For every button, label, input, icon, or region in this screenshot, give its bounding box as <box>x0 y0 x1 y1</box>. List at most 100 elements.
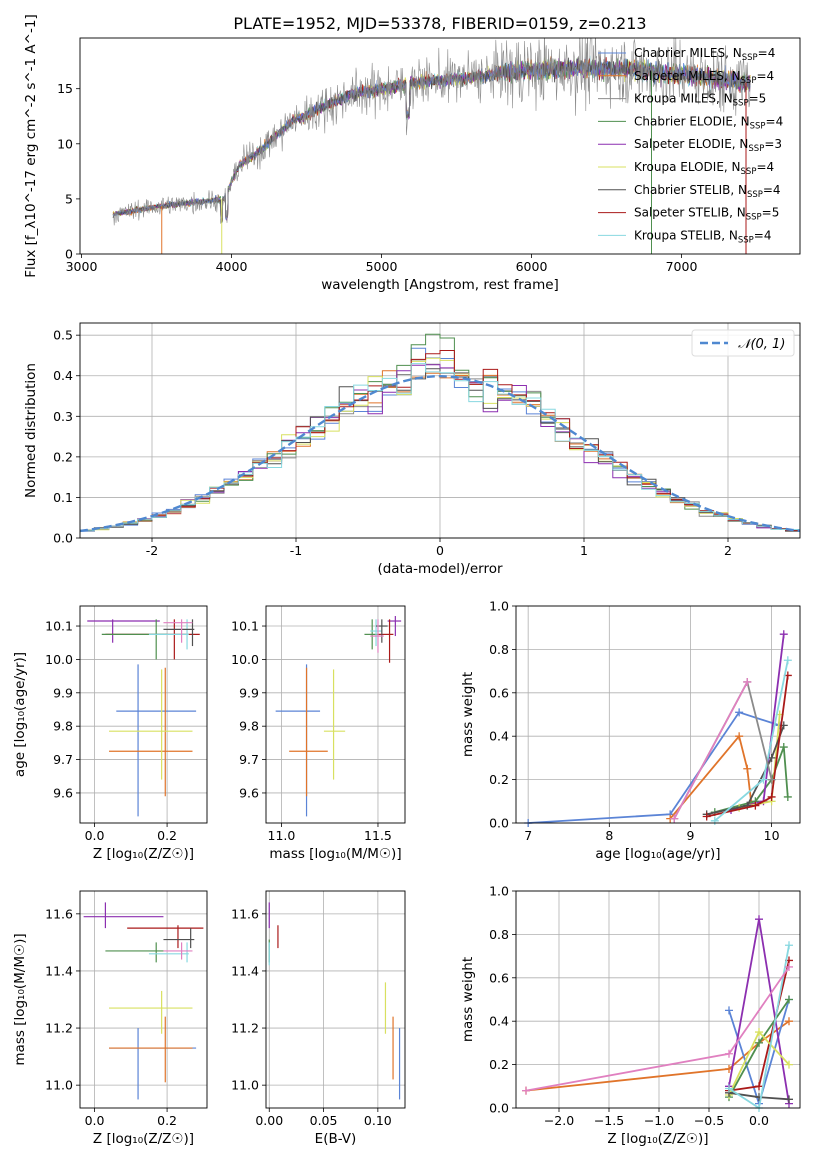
weight-marker <box>779 743 788 752</box>
residual-legend: 𝒩(0, 1) <box>691 329 795 357</box>
y-tick-label: 9.6 <box>53 785 73 800</box>
weight-marker <box>759 775 768 784</box>
y-tick-label: 11.4 <box>45 963 73 978</box>
x-tick-label: 0.00 <box>255 1113 283 1128</box>
weight-marker <box>783 792 792 801</box>
x-tick-label: 0.0 <box>749 1113 769 1128</box>
x-tick-label: 11.5 <box>364 828 392 843</box>
y-axis-label: age [log₁₀(age/yr)] <box>12 652 28 777</box>
legend-label: Salpeter STELIB, NSSP=5 <box>634 206 779 223</box>
weight-marker <box>755 1028 763 1037</box>
errorbars-age-vs-Z <box>87 619 200 817</box>
x-tick-label: 0.0 <box>85 1113 105 1128</box>
weight-marker <box>725 1049 733 1058</box>
y-tick-label: 10.1 <box>45 619 73 634</box>
weight-marker <box>755 1082 763 1091</box>
x-axis-label: (data-model)/error <box>377 561 503 577</box>
x-tick-label: 3000 <box>66 259 98 274</box>
weight-marker <box>785 962 793 971</box>
y-tick-label: 11.6 <box>45 906 73 921</box>
axes-frame <box>515 890 801 1109</box>
x-tick-label: −1.5 <box>594 1113 624 1128</box>
y-tick-label: 11.2 <box>45 1021 73 1036</box>
x-axis-label: E(B-V) <box>315 1131 357 1147</box>
x-tick-label: 0.2 <box>157 828 177 843</box>
weight-marker <box>785 1017 793 1026</box>
y-tick-label: 10.0 <box>45 652 73 667</box>
y-tick-label: 9.9 <box>239 685 259 700</box>
x-axis-label: wavelength [Angstrom, rest frame] <box>321 277 559 293</box>
x-axis-label: Z [log₁₀(Z/Z☉)] <box>93 846 194 862</box>
weight-marker <box>751 801 760 810</box>
y-tick-label: 9.8 <box>239 719 259 734</box>
y-axis-label: mass weight <box>460 957 476 1042</box>
y-axis-label: Normed distribution <box>23 363 39 498</box>
errorbars-mass-vs-ebv <box>268 902 401 1100</box>
weight-marker <box>755 915 763 924</box>
x-tick-label: 0.10 <box>364 1113 392 1128</box>
weight-marker <box>767 775 776 784</box>
histograms <box>80 333 800 534</box>
weight-marker <box>779 630 788 639</box>
y-tick-label: 0.5 <box>53 328 73 343</box>
weight-marker <box>735 732 744 741</box>
y-tick-label: 11.6 <box>231 906 259 921</box>
y-tick-label: 0.4 <box>53 368 73 383</box>
y-tick-label: 11.0 <box>45 1078 73 1093</box>
y-tick-label: 9.8 <box>53 719 73 734</box>
x-tick-label: 7 <box>524 828 532 843</box>
weight-marker <box>725 1006 733 1015</box>
axes-age-vs-mass: 11.0 11.5 9.6 9.7 9.8 9.9 10.0 10.1 <box>231 606 405 843</box>
weight-marker <box>783 656 792 665</box>
x-axis-label: Z [log₁₀(Z/Z☉)] <box>93 1131 194 1147</box>
weight-series <box>525 1020 790 1092</box>
weight-marker <box>710 816 719 825</box>
y-tick-label: 0.4 <box>489 1014 509 1029</box>
weights-massweight-vs-age <box>524 630 792 827</box>
legend-label: Chabrier ELODIE, NSSP=4 <box>634 114 783 131</box>
x-tick-label: -1 <box>290 543 302 558</box>
y-tick-label: 0.4 <box>489 729 509 744</box>
y-tick-label: 0.8 <box>489 642 509 657</box>
weight-marker <box>785 1095 793 1104</box>
y-tick-label: 0.0 <box>489 816 509 831</box>
legend-label: Salpeter MILES, NSSP=4 <box>634 69 774 86</box>
x-axis-label: age [log₁₀(age/yr)] <box>595 846 720 862</box>
x-tick-label: 7000 <box>666 259 698 274</box>
x-tick-label: 9 <box>686 828 694 843</box>
legend-label: Kroupa ELODIE, NSSP=4 <box>634 160 774 177</box>
axes-age-vs-Z: 0.0 0.2 9.6 9.7 9.8 9.9 10.0 10.1 <box>45 606 207 843</box>
axes-frame <box>79 37 801 255</box>
axes-frame <box>79 322 801 539</box>
errorbars-age-vs-mass <box>275 616 402 817</box>
legend-label: Kroupa MILES, NSSP=5 <box>634 92 766 109</box>
weight-marker <box>755 1038 763 1047</box>
y-tick-label: 1.0 <box>489 884 509 899</box>
y-tick-label: 0 <box>65 247 73 262</box>
x-axis-label: Z [log₁₀(Z/Z☉)] <box>607 1131 708 1147</box>
y-axis-label: Flux [f_λ10^-17 erg cm^-2 s^-1 A^-1] <box>23 14 39 277</box>
x-tick-label: 1 <box>580 543 588 558</box>
y-axis-label: mass [log₁₀(M/M☉)] <box>12 933 28 1065</box>
x-tick-label: 10 <box>764 828 780 843</box>
legend-label: Kroupa STELIB, NSSP=4 <box>634 228 772 245</box>
axes-spectrum: 3000 4000 5000 6000 7000 0 5 10 15 <box>57 81 697 274</box>
axes-massweight-vs-Z: −2.0 −1.5 −1.0 −0.5 0.0 0.0 0.2 0.4 0.6 0.8 1.0 <box>489 884 800 1128</box>
axes-frame <box>265 890 406 1109</box>
y-tick-label: 11.2 <box>231 1021 259 1036</box>
weights-massweight-vs-Z <box>522 915 793 1112</box>
y-tick-label: 15 <box>57 81 73 96</box>
x-tick-label: 0.0 <box>85 828 105 843</box>
weight-marker <box>725 1084 733 1093</box>
gaussian-curve <box>80 374 800 533</box>
y-tick-label: 0.1 <box>53 490 73 505</box>
x-tick-label: 0 <box>436 543 444 558</box>
x-tick-label: 4000 <box>216 259 248 274</box>
legend-label: Chabrier STELIB, NSSP=4 <box>634 183 781 200</box>
figure-title: PLATE=1952, MJD=53378, FIBERID=0159, z=0… <box>233 14 646 33</box>
x-tick-label: −2.0 <box>544 1113 574 1128</box>
spectrum-lines <box>112 38 751 254</box>
spectrum-legend: Chabrier MILES, NSSP=4 Salpeter MILES, NS… <box>598 46 783 245</box>
weight-marker <box>785 1060 793 1069</box>
